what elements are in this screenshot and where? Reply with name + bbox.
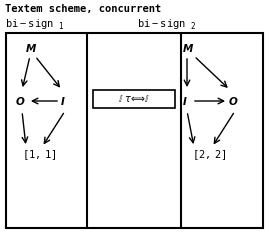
Text: $\mathtt{[1,\,1]}$: $\mathtt{[1,\,1]}$ xyxy=(22,148,57,162)
Text: $\mathtt{bi-sign}$: $\mathtt{bi-sign}$ xyxy=(5,17,54,31)
Text: $\mathtt{[2,\,2]}$: $\mathtt{[2,\,2]}$ xyxy=(192,148,227,162)
Text: $\mathtt{2}$: $\mathtt{2}$ xyxy=(190,20,196,31)
Bar xyxy=(93,90,175,108)
Text: $\mathbb{I}\ \tau\!\Longleftrightarrow\!\mathbb{I}$: $\mathbb{I}\ \tau\!\Longleftrightarrow\!… xyxy=(118,94,150,104)
Text: $\boldsymbol{M}$: $\boldsymbol{M}$ xyxy=(25,42,37,54)
Text: Textem scheme, concurrent: Textem scheme, concurrent xyxy=(5,4,161,14)
Text: $\boldsymbol{I}$: $\boldsymbol{I}$ xyxy=(182,95,188,107)
Text: $\boldsymbol{M}$: $\boldsymbol{M}$ xyxy=(182,42,194,54)
Text: $\mathtt{bi-sign}$: $\mathtt{bi-sign}$ xyxy=(137,17,186,31)
Text: $\boldsymbol{O}$: $\boldsymbol{O}$ xyxy=(15,95,26,107)
Bar xyxy=(6,33,263,228)
Text: $\boldsymbol{O}$: $\boldsymbol{O}$ xyxy=(228,95,238,107)
Text: $\mathtt{1}$: $\mathtt{1}$ xyxy=(58,20,64,31)
Text: $\boldsymbol{I}$: $\boldsymbol{I}$ xyxy=(60,95,66,107)
